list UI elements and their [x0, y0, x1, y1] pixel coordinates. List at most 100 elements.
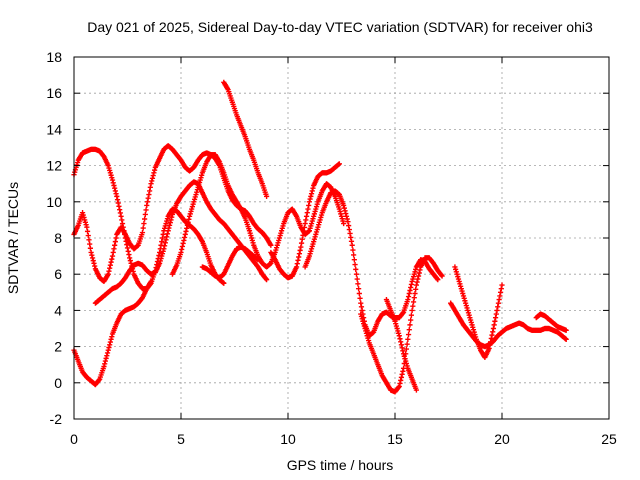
data-point	[117, 207, 123, 213]
data-point	[91, 260, 97, 266]
series-track-14	[533, 311, 569, 333]
data-point	[119, 220, 126, 227]
data-point	[293, 264, 300, 270]
data-point	[127, 255, 133, 261]
data-point	[398, 374, 405, 380]
data-point	[127, 258, 133, 264]
data-point	[408, 281, 415, 288]
data-point	[407, 322, 413, 328]
data-point	[89, 255, 96, 261]
data-point	[111, 246, 117, 252]
series-track-12	[448, 300, 569, 350]
data-point	[107, 339, 113, 345]
data-point	[490, 325, 497, 332]
data-point	[413, 387, 419, 393]
data-point	[397, 336, 403, 342]
data-point	[104, 350, 111, 356]
data-point	[438, 272, 444, 278]
data-point	[110, 180, 116, 186]
data-point	[87, 241, 93, 247]
data-point	[144, 202, 150, 209]
data-point	[164, 231, 171, 237]
data-point	[397, 380, 403, 387]
data-point	[148, 278, 154, 285]
data-point	[106, 268, 112, 274]
data-point	[308, 191, 315, 197]
data-point	[107, 262, 113, 268]
data-point	[416, 270, 422, 276]
data-point	[165, 228, 171, 234]
data-point	[405, 331, 412, 338]
data-point	[112, 239, 118, 245]
data-point	[126, 251, 132, 258]
data-point	[117, 210, 123, 216]
data-point	[409, 307, 415, 313]
data-point	[488, 335, 494, 342]
data-point	[124, 245, 131, 251]
data-point	[343, 210, 349, 217]
data-point	[84, 228, 91, 234]
data-point	[355, 281, 361, 287]
data-point	[146, 191, 152, 198]
data-point	[410, 303, 416, 309]
data-point	[102, 361, 108, 367]
data-point	[109, 256, 115, 262]
data-point	[101, 363, 107, 370]
data-point	[398, 339, 404, 345]
data-point	[410, 299, 417, 305]
data-point	[396, 333, 402, 339]
data-point	[406, 327, 412, 333]
y-tick-label: 2	[54, 339, 62, 355]
data-point	[302, 220, 308, 227]
data-point	[185, 219, 191, 225]
data-point	[178, 249, 184, 256]
y-tick-label: 0	[54, 375, 62, 391]
data-point	[268, 242, 274, 248]
x-tick-label: 10	[280, 431, 296, 447]
data-point	[309, 188, 315, 194]
data-point	[306, 199, 312, 205]
series-track-13	[452, 264, 505, 361]
data-point	[435, 277, 441, 283]
data-point	[398, 377, 404, 383]
data-point	[411, 295, 417, 301]
data-point	[149, 175, 156, 181]
data-point	[296, 251, 303, 257]
data-point	[492, 318, 498, 324]
data-point	[180, 240, 186, 247]
data-point	[181, 234, 188, 240]
data-point	[166, 225, 172, 231]
series-track-11	[383, 296, 419, 393]
series-track-5	[169, 152, 347, 277]
data-point	[350, 247, 356, 253]
data-point	[264, 193, 270, 199]
data-point	[405, 336, 411, 342]
data-point	[168, 217, 174, 223]
data-point	[494, 307, 500, 313]
data-point	[356, 290, 362, 297]
data-point	[149, 178, 155, 184]
data-point	[495, 300, 502, 306]
data-point	[105, 271, 111, 277]
data-point	[113, 191, 119, 197]
data-point	[354, 276, 360, 282]
data-point	[182, 231, 188, 237]
data-point	[400, 310, 406, 316]
data-point	[145, 195, 151, 201]
data-point	[563, 336, 569, 342]
data-point	[349, 242, 355, 248]
data-point	[306, 202, 312, 209]
data-point	[490, 329, 496, 335]
data-point	[143, 207, 149, 213]
data-point	[308, 193, 314, 199]
data-point	[358, 300, 364, 306]
data-point	[346, 226, 352, 233]
y-tick-label: 14	[46, 121, 62, 137]
data-point	[184, 225, 190, 231]
data-point	[184, 222, 191, 228]
series-track-7	[221, 79, 270, 199]
data-point	[297, 247, 303, 253]
data-point	[264, 277, 270, 283]
data-point	[113, 235, 119, 241]
data-point	[336, 161, 342, 167]
